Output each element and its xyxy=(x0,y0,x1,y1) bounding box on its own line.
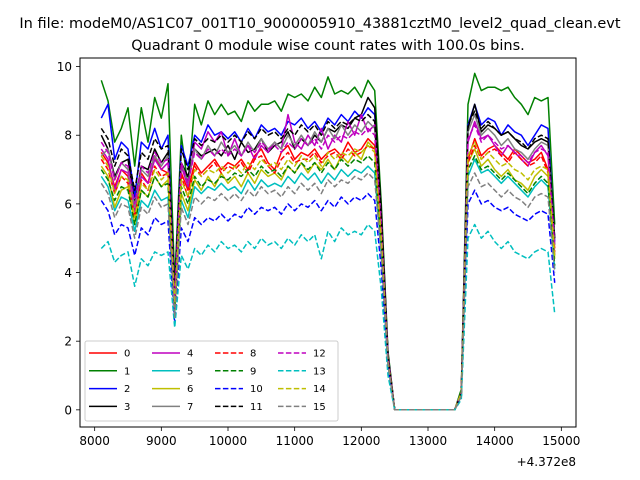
x-tick-label: 10000 xyxy=(209,434,247,448)
legend-label-8: 8 xyxy=(250,349,256,360)
legend-label-2: 2 xyxy=(124,384,130,395)
x-tick-label: 12000 xyxy=(342,434,380,448)
x-axis-ticks: 8000 9000 10000 11000 12000 13000 14000 15000 xyxy=(79,427,580,448)
legend-label-12: 12 xyxy=(313,349,326,360)
x-tick-label: 15000 xyxy=(542,434,580,448)
series-line-15 xyxy=(100,172,556,411)
plot-frame xyxy=(79,57,577,428)
x-axis-offset-label: +4.372e8 xyxy=(517,455,576,469)
chart-title: Quadrant 0 module wise count rates with … xyxy=(131,38,525,54)
legend-label-15: 15 xyxy=(313,402,326,413)
legend-box xyxy=(84,340,339,422)
series-line-13 xyxy=(100,223,556,411)
legend-label-1: 1 xyxy=(124,366,130,377)
legend-label-7: 7 xyxy=(187,402,193,413)
legend-label-5: 5 xyxy=(187,366,193,377)
x-tick-label: 11000 xyxy=(276,434,314,448)
series-line-11 xyxy=(100,110,556,411)
legend-label-14: 14 xyxy=(313,384,326,395)
legend-label-6: 6 xyxy=(187,384,193,395)
legend-label-9: 9 xyxy=(250,366,256,377)
y-tick-label: 0 xyxy=(64,403,72,417)
y-tick-label: 10 xyxy=(57,60,72,74)
series-line-14 xyxy=(100,141,556,411)
x-tick-label: 13000 xyxy=(409,434,447,448)
figure-suptitle: In file: modeM0/AS1C07_001T10_9000005910… xyxy=(19,16,620,32)
legend-label-4: 4 xyxy=(187,349,193,360)
series-lines xyxy=(100,72,556,411)
plot-axes: 8000 9000 10000 11000 12000 13000 14000 15000 0… xyxy=(57,57,580,469)
y-tick-label: 2 xyxy=(64,335,72,349)
x-tick-label: 9000 xyxy=(146,434,177,448)
y-tick-label: 8 xyxy=(64,129,72,143)
y-axis-ticks: 0 2 4 6 8 10 xyxy=(57,60,80,417)
legend-label-11: 11 xyxy=(250,402,263,413)
y-tick-label: 4 xyxy=(64,266,72,280)
x-tick-label: 8000 xyxy=(79,434,110,448)
legend-label-3: 3 xyxy=(124,402,130,413)
legend-label-10: 10 xyxy=(250,384,263,395)
y-tick-label: 6 xyxy=(64,197,72,211)
legend-label-0: 0 xyxy=(124,349,130,360)
legend-label-13: 13 xyxy=(313,366,326,377)
x-tick-label: 14000 xyxy=(476,434,514,448)
